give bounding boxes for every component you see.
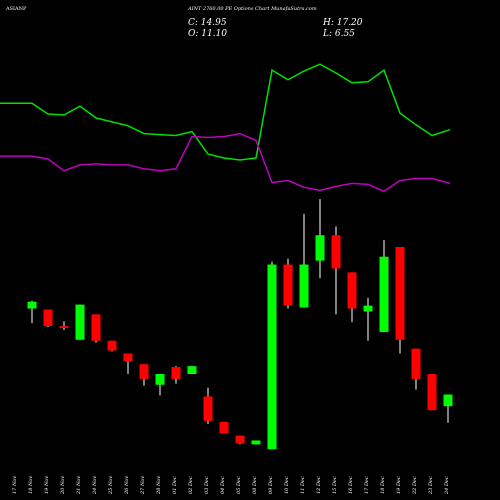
open-value: O: 11.10	[188, 29, 228, 39]
candle-body	[347, 272, 357, 309]
candle-body	[187, 366, 197, 374]
date-tick-label: 03 Dec	[204, 476, 210, 494]
candle-body	[363, 305, 373, 312]
candle-body	[411, 348, 421, 379]
date-tick-label: 23 Dec	[428, 476, 434, 495]
date-tick-label: 16 Dec	[348, 476, 354, 494]
date-tick-label: 18 Nov	[28, 476, 34, 494]
date-tick-label: 05 Dec	[236, 476, 242, 494]
date-tick-label: 01 Dec	[172, 476, 178, 494]
date-tick-label: 20 Nov	[60, 476, 66, 495]
low-value: L: 6.55	[323, 29, 355, 39]
date-tick-label: 10 Dec	[284, 476, 290, 494]
candle-body	[43, 309, 53, 327]
candle-body	[171, 367, 181, 379]
series-line-1	[0, 63, 451, 161]
candle-body	[299, 264, 309, 308]
date-tick-label: 24 Dec	[444, 476, 450, 495]
candle-body	[283, 264, 293, 306]
date-tick-label: 08 Dec	[252, 476, 258, 494]
date-tick-label: 17 Nov	[12, 476, 18, 494]
date-tick-label: 21 Nov	[76, 476, 82, 495]
date-tick-label: 24 Nov	[92, 476, 98, 495]
high-value: H: 17.20	[323, 18, 363, 28]
date-tick-label: 04 Dec	[220, 476, 226, 494]
chart-subtitle: AINT 2760.00 PE Options Chart MunafaSutr…	[188, 6, 317, 12]
close-value: C: 14.95	[188, 18, 227, 28]
candle-body	[59, 326, 69, 329]
candle-body	[395, 246, 405, 340]
candle-body	[251, 440, 261, 445]
chart-symbol: ASIANP	[6, 6, 27, 12]
date-tick-label: 15 Dec	[332, 476, 338, 494]
date-tick-label: 28 Nov	[156, 476, 162, 495]
candle-body	[107, 340, 117, 351]
date-tick-label: 19 Nov	[44, 476, 50, 494]
candle-body	[219, 421, 229, 434]
date-tick-label: 19 Dec	[396, 476, 402, 494]
date-tick-label: 11 Dec	[300, 476, 306, 494]
series-line-2	[0, 132, 451, 193]
date-tick-label: 22 Dec	[412, 476, 418, 495]
date-tick-label: 02 Dec	[188, 476, 194, 494]
date-tick-label: 17 Dec	[364, 476, 370, 494]
candle-body	[155, 374, 165, 385]
date-tick-label: 25 Nov	[108, 476, 114, 495]
date-tick-label: 18 Dec	[380, 476, 386, 494]
candle-body	[91, 314, 101, 341]
candle-body	[139, 364, 149, 379]
date-tick-label: 09 Dec	[268, 476, 274, 494]
candle-body	[75, 304, 85, 340]
candle-body	[379, 256, 389, 332]
candle-body	[315, 235, 325, 261]
date-tick-label: 27 Nov	[140, 476, 146, 495]
candle-body	[427, 374, 437, 411]
date-tick-label: 26 Nov	[124, 476, 130, 495]
candle-body	[27, 301, 37, 309]
candle-body	[203, 396, 213, 421]
candle-body	[443, 394, 453, 407]
candle-body	[331, 235, 341, 269]
candle-body	[235, 435, 245, 444]
date-tick-label: 12 Dec	[316, 476, 322, 494]
candle-body	[267, 264, 277, 450]
candle-body	[123, 353, 133, 362]
